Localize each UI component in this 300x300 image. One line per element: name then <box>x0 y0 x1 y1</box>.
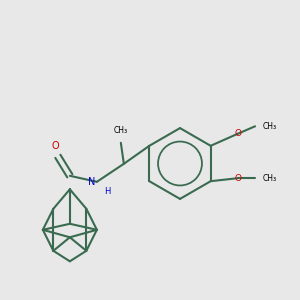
Text: CH₃: CH₃ <box>262 122 277 131</box>
Text: CH₃: CH₃ <box>114 126 128 135</box>
Text: O: O <box>52 141 59 151</box>
Text: O: O <box>234 174 241 183</box>
Text: N: N <box>88 177 95 187</box>
Text: CH₃: CH₃ <box>262 174 277 183</box>
Text: H: H <box>104 187 111 196</box>
Text: O: O <box>234 129 241 138</box>
